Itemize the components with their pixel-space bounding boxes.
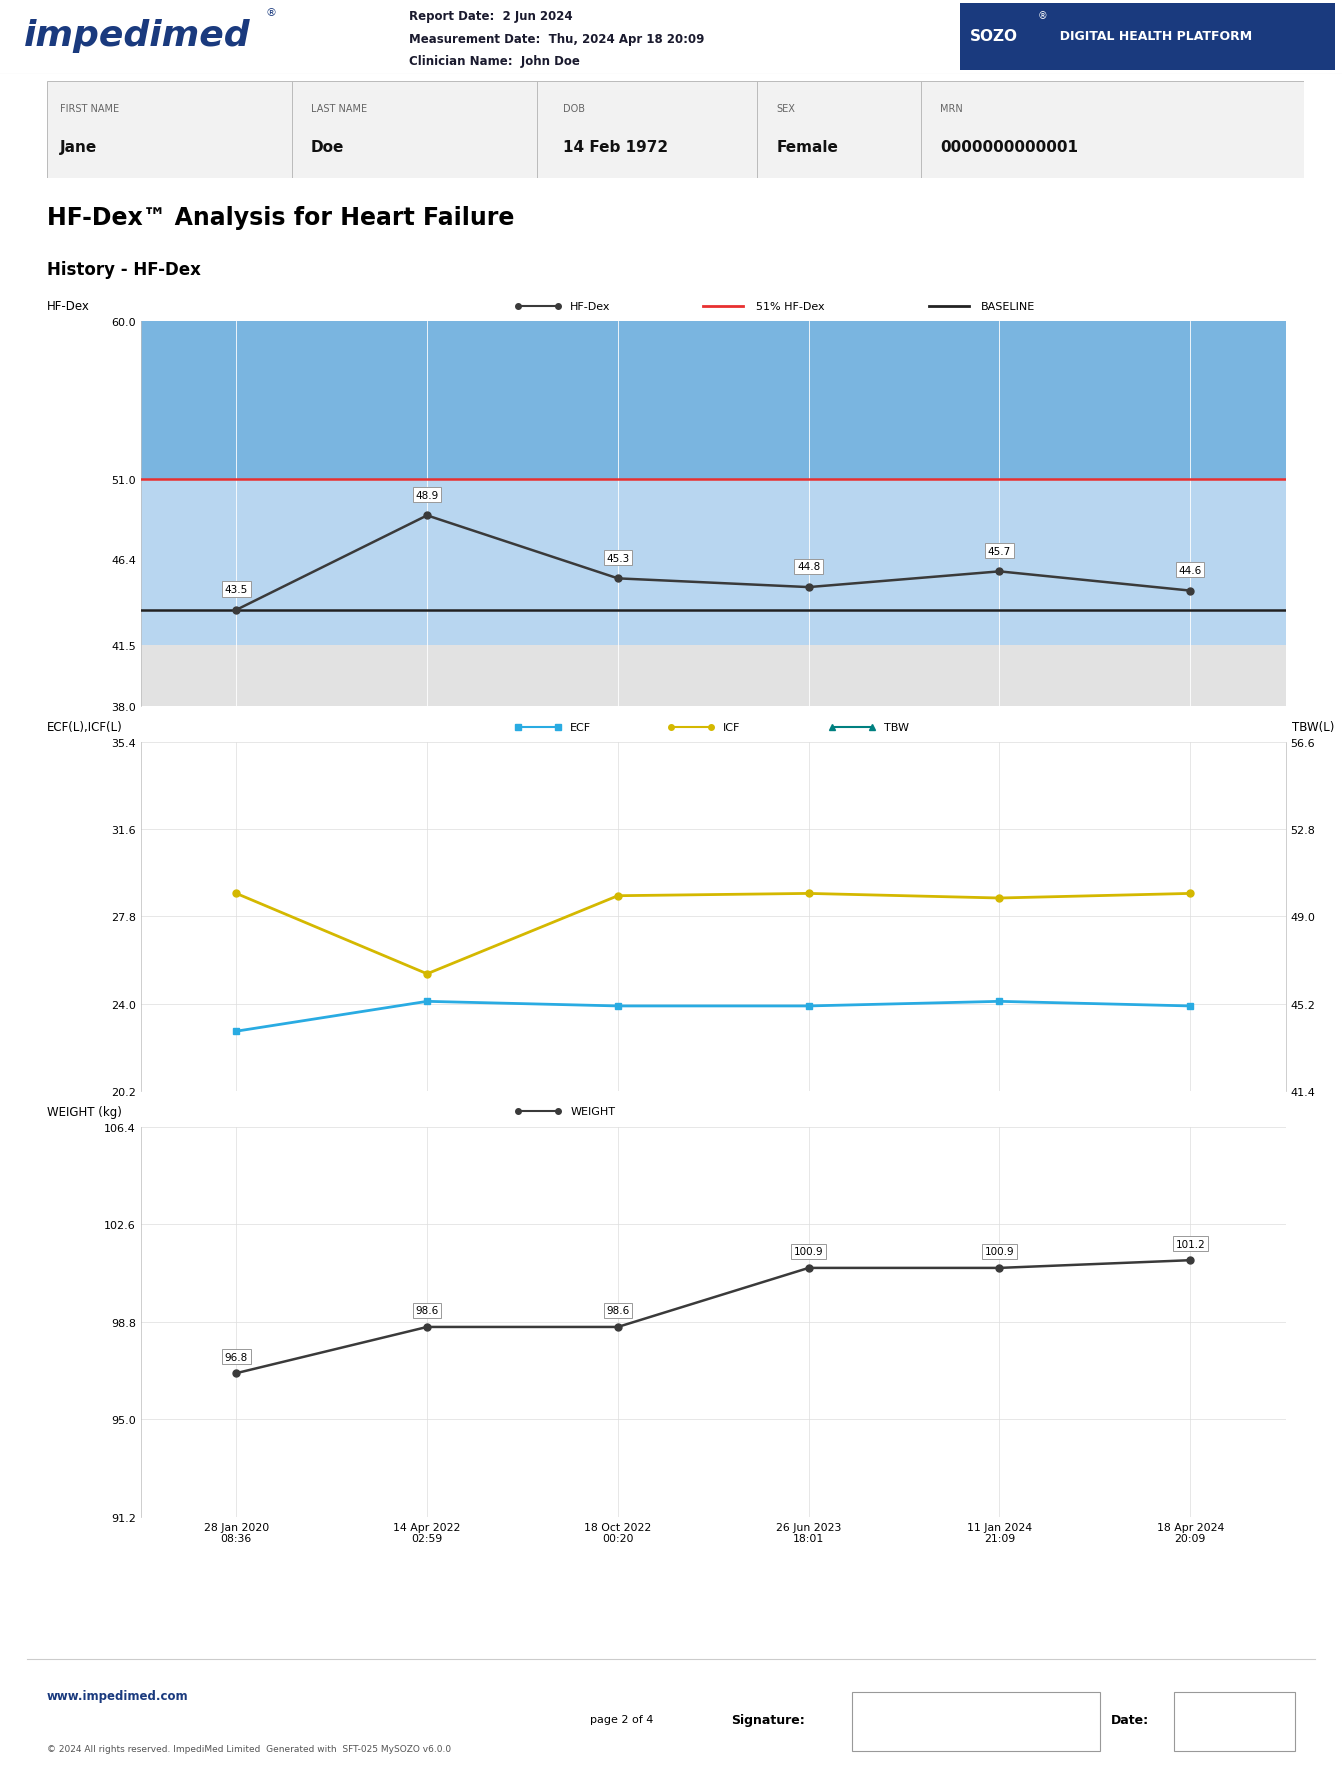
Bar — [960, 4, 1335, 72]
Bar — [141, 322, 1286, 479]
Text: WEIGHT: WEIGHT — [570, 1107, 616, 1116]
Text: MRN: MRN — [939, 104, 962, 113]
Text: BASELINE: BASELINE — [981, 302, 1035, 311]
Text: impedimed: impedimed — [24, 20, 251, 54]
Text: ICF: ICF — [723, 723, 741, 732]
Text: 101.2: 101.2 — [1176, 1240, 1205, 1249]
Text: 51% HF-Dex: 51% HF-Dex — [756, 302, 824, 311]
Text: Report Date:  2 Jun 2024: Report Date: 2 Jun 2024 — [409, 11, 573, 23]
Text: TBW(L): TBW(L) — [1292, 721, 1335, 733]
Text: 96.8: 96.8 — [224, 1352, 248, 1361]
Bar — [141, 479, 1286, 646]
Text: ®: ® — [1037, 11, 1047, 21]
Text: Female: Female — [776, 140, 839, 156]
Text: 45.3: 45.3 — [607, 553, 629, 564]
Text: WEIGHT (kg): WEIGHT (kg) — [47, 1106, 122, 1118]
Text: 98.6: 98.6 — [607, 1306, 629, 1315]
Bar — [141, 646, 1286, 707]
Text: 0000000000001: 0000000000001 — [939, 140, 1078, 156]
Text: History - HF-Dex: History - HF-Dex — [47, 261, 201, 279]
Text: 43.5: 43.5 — [224, 585, 248, 594]
Text: SEX: SEX — [776, 104, 796, 113]
Text: FIRST NAME: FIRST NAME — [59, 104, 118, 113]
Text: 45.7: 45.7 — [988, 546, 1011, 556]
Text: Date:: Date: — [1111, 1712, 1149, 1726]
Text: LAST NAME: LAST NAME — [311, 104, 368, 113]
Text: Doe: Doe — [311, 140, 345, 156]
Text: Signature:: Signature: — [731, 1712, 805, 1726]
Text: HF-Dex: HF-Dex — [570, 302, 611, 311]
Text: 98.6: 98.6 — [416, 1306, 439, 1315]
Text: 44.6: 44.6 — [1178, 565, 1202, 576]
Text: 100.9: 100.9 — [985, 1247, 1015, 1256]
Text: 44.8: 44.8 — [797, 562, 820, 572]
Text: ®: ® — [266, 7, 276, 18]
Text: 100.9: 100.9 — [794, 1247, 824, 1256]
Text: TBW: TBW — [884, 723, 910, 732]
Text: © 2024 All rights reserved. ImpediMed Limited  Generated with  SFT-025 MySOZO v6: © 2024 All rights reserved. ImpediMed Li… — [47, 1744, 451, 1753]
Text: 48.9: 48.9 — [416, 490, 439, 501]
Text: ECF(L),ICF(L): ECF(L),ICF(L) — [47, 721, 122, 733]
Text: page 2 of 4: page 2 of 4 — [590, 1714, 654, 1725]
Bar — [1174, 1692, 1295, 1751]
Text: SOZO: SOZO — [970, 29, 1019, 43]
Text: Measurement Date:  Thu, 2024 Apr 18 20:09: Measurement Date: Thu, 2024 Apr 18 20:09 — [409, 32, 705, 45]
Text: HF-Dex™ Analysis for Heart Failure: HF-Dex™ Analysis for Heart Failure — [47, 206, 514, 231]
Text: HF-Dex: HF-Dex — [47, 301, 90, 313]
Text: ECF: ECF — [570, 723, 592, 732]
Text: DOB: DOB — [562, 104, 585, 113]
Bar — [852, 1692, 1100, 1751]
Text: Clinician Name:  John Doe: Clinician Name: John Doe — [409, 55, 580, 68]
Text: Jane: Jane — [59, 140, 97, 156]
Text: www.impedimed.com: www.impedimed.com — [47, 1689, 189, 1701]
Text: DIGITAL HEALTH PLATFORM: DIGITAL HEALTH PLATFORM — [1051, 30, 1252, 43]
Text: 14 Feb 1972: 14 Feb 1972 — [562, 140, 668, 156]
